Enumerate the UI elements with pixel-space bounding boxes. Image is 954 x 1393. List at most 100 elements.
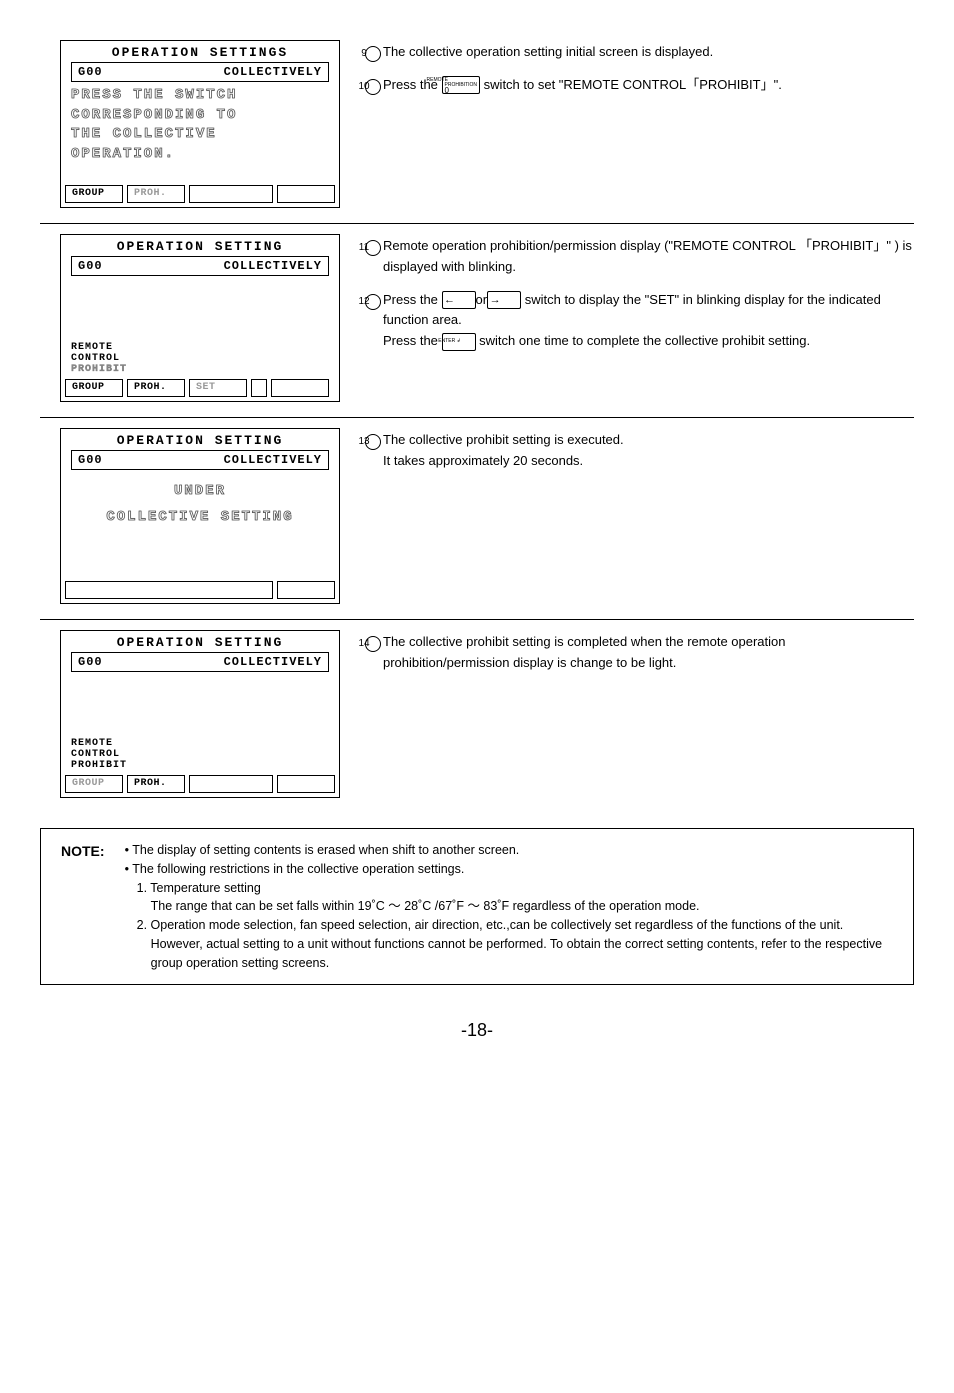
note-item-2: 2. Operation mode selection, fan speed s… <box>139 916 887 972</box>
section-2: OPERATION SETTING G00 COLLECTIVELY REMOT… <box>40 224 914 418</box>
step-text-e: switch one time to complete the collecti… <box>479 333 810 348</box>
txt: REMOTE <box>71 738 113 749</box>
group-id: G00 <box>78 453 103 467</box>
remote-text: REMOTE CONTROL PROHIBIT <box>71 738 329 771</box>
txt: CONTROL <box>71 749 120 760</box>
footer-set: SET <box>189 379 247 397</box>
page-number: -18- <box>40 1020 914 1041</box>
footer-blank <box>277 185 335 203</box>
lcd-panel-4: OPERATION SETTING G00 COLLECTIVELY REMOT… <box>60 630 340 798</box>
footer-blank <box>277 581 335 599</box>
step-num-icon: 12 <box>365 294 381 310</box>
step-text: The collective operation setting initial… <box>383 44 713 59</box>
lcd-title: OPERATION SETTING <box>61 429 339 450</box>
description-1: 9The collective operation setting initia… <box>365 40 914 208</box>
right-arrow-key-icon: → <box>487 291 521 309</box>
step-11: 11Remote operation prohibition/permissio… <box>365 236 914 278</box>
step-text-or: or <box>476 292 488 307</box>
lcd-body-text: PRESS THE SWITCH CORRESPONDING TO THE CO… <box>61 82 339 185</box>
mode-label: COLLECTIVELY <box>224 259 322 273</box>
step-14: 14The collective prohibit setting is com… <box>365 632 914 674</box>
left-arrow-key-icon: ← <box>442 291 476 309</box>
lcd-title: OPERATION SETTINGS <box>61 41 339 62</box>
lcd-body: UNDER COLLECTIVE SETTING <box>61 470 339 581</box>
lcd-panel-3: OPERATION SETTING G00 COLLECTIVELY UNDER… <box>60 428 340 604</box>
lcd-subtitle: G00 COLLECTIVELY <box>71 62 329 82</box>
lcd-footer: GROUP PROH. SET <box>61 379 339 401</box>
lcd-footer: GROUP PROH. <box>61 185 339 207</box>
footer-group: GROUP <box>65 775 123 793</box>
key-label-mid: PROHIBITION <box>445 82 478 88</box>
step-text: The collective prohibit setting is compl… <box>383 634 786 670</box>
lcd-title: OPERATION SETTING <box>61 631 339 652</box>
lcd-footer: GROUP PROH. <box>61 775 339 797</box>
footer-empty <box>189 185 273 203</box>
txt: REMOTE <box>71 342 113 353</box>
step-text-b: switch to set "REMOTE CONTROL「PROHIBIT」"… <box>484 77 782 92</box>
footer-blank <box>271 379 329 397</box>
prohibit-blink-text: PROHIBIT <box>71 364 127 375</box>
step-text: Remote operation prohibition/permission … <box>383 238 912 274</box>
step-num-icon: 11 <box>365 240 381 256</box>
step-text-d: Press the <box>383 333 442 348</box>
description-2: 11Remote operation prohibition/permissio… <box>365 234 914 402</box>
mode-label: COLLECTIVELY <box>224 65 322 79</box>
step-num-icon: 14 <box>365 636 381 652</box>
lcd-subtitle: G00 COLLECTIVELY <box>71 256 329 276</box>
footer-group: GROUP <box>65 185 123 203</box>
enter-key-icon: ENTER ↲ <box>442 333 476 351</box>
footer-proh: PROH. <box>127 185 185 203</box>
lcd-subtitle: G00 COLLECTIVELY <box>71 450 329 470</box>
footer-empty <box>251 379 267 397</box>
lcd-panel-2: OPERATION SETTING G00 COLLECTIVELY REMOT… <box>60 234 340 402</box>
setting-text: COLLECTIVE SETTING <box>71 508 329 528</box>
note-box: NOTE: • The display of setting contents … <box>40 828 914 985</box>
step-text-2: It takes approximately 20 seconds. <box>383 453 583 468</box>
step-text: The collective prohibit setting is execu… <box>383 432 624 447</box>
note-bullet-2: • The following restrictions in the coll… <box>125 860 887 879</box>
lcd-footer <box>61 581 339 603</box>
key-label: ENTER <box>438 338 455 344</box>
step-text-a: Press the <box>383 292 442 307</box>
footer-proh: PROH. <box>127 379 185 397</box>
key-label-bot: 0 <box>445 86 449 95</box>
step-12: 12Press the ←or→ switch to display the "… <box>365 290 914 352</box>
lcd-title: OPERATION SETTING <box>61 235 339 256</box>
lcd-body: REMOTE CONTROL PROHIBIT <box>61 672 339 775</box>
section-3: OPERATION SETTING G00 COLLECTIVELY UNDER… <box>40 418 914 620</box>
step-10: 10Press the REMOTE PROHIBITION 0 switch … <box>365 75 914 96</box>
group-id: G00 <box>78 259 103 273</box>
lcd-panel-1: OPERATION SETTINGS G00 COLLECTIVELY PRES… <box>60 40 340 208</box>
txt: CONTROL <box>71 353 120 364</box>
note-bullet-1: • The display of setting contents is era… <box>125 841 887 860</box>
step-13: 13The collective prohibit setting is exe… <box>365 430 914 472</box>
section-4: OPERATION SETTING G00 COLLECTIVELY REMOT… <box>40 620 914 813</box>
note-label: NOTE: <box>61 841 121 862</box>
footer-blank <box>277 775 335 793</box>
footer-empty <box>65 581 273 599</box>
section-1: OPERATION SETTINGS G00 COLLECTIVELY PRES… <box>40 30 914 224</box>
description-3: 13The collective prohibit setting is exe… <box>365 428 914 604</box>
txt: 1. Temperature setting <box>137 881 261 895</box>
mode-label: COLLECTIVELY <box>224 453 322 467</box>
footer-empty <box>189 775 273 793</box>
mode-label: COLLECTIVELY <box>224 655 322 669</box>
step-num-icon: 10 <box>365 79 381 95</box>
group-id: G00 <box>78 655 103 669</box>
note-item-1: 1. Temperature setting The range that ca… <box>125 879 887 917</box>
group-id: G00 <box>78 65 103 79</box>
step-num-icon: 9 <box>365 46 381 62</box>
footer-proh: PROH. <box>127 775 185 793</box>
description-4: 14The collective prohibit setting is com… <box>365 630 914 798</box>
note-content: • The display of setting contents is era… <box>125 841 887 972</box>
lcd-subtitle: G00 COLLECTIVELY <box>71 652 329 672</box>
txt: The range that can be set falls within 1… <box>137 897 700 916</box>
step-9: 9The collective operation setting initia… <box>365 42 914 63</box>
remote-prohibition-key-icon: REMOTE PROHIBITION 0 <box>442 76 481 94</box>
txt: PROHIBIT <box>71 760 127 771</box>
step-num-icon: 13 <box>365 434 381 450</box>
remote-text: REMOTE CONTROL PROHIBIT <box>71 342 329 375</box>
under-text: UNDER <box>71 482 329 502</box>
lcd-body: REMOTE CONTROL PROHIBIT <box>61 276 339 379</box>
footer-group: GROUP <box>65 379 123 397</box>
